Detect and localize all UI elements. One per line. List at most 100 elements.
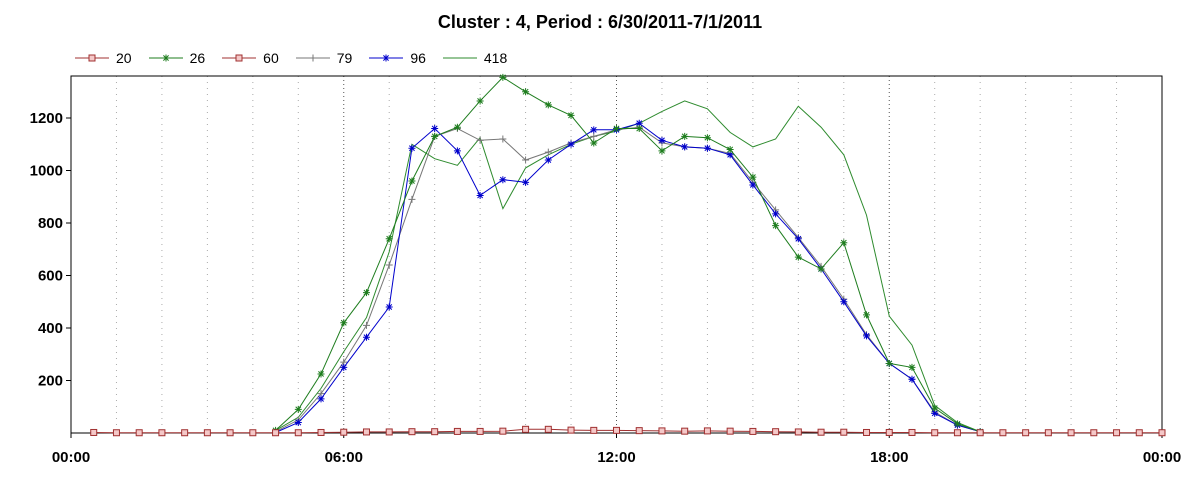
data-point bbox=[522, 425, 530, 433]
data-point bbox=[885, 359, 893, 367]
series-line-79 bbox=[275, 126, 981, 433]
data-point bbox=[749, 173, 757, 181]
y-tick-label: 400 bbox=[38, 320, 63, 337]
legend-item-96: 96 bbox=[368, 50, 426, 66]
legend-label: 20 bbox=[116, 50, 132, 66]
data-point bbox=[567, 111, 575, 119]
data-point bbox=[499, 176, 507, 184]
legend-swatch bbox=[295, 54, 330, 62]
data-point bbox=[817, 265, 825, 273]
data-point bbox=[749, 181, 757, 189]
data-point bbox=[817, 428, 825, 436]
y-tick-label: 200 bbox=[38, 373, 63, 390]
data-point bbox=[431, 125, 439, 132]
data-point bbox=[88, 54, 96, 62]
data-point bbox=[408, 195, 416, 203]
data-point bbox=[90, 428, 98, 436]
data-point bbox=[249, 429, 257, 437]
data-point bbox=[317, 395, 325, 403]
data-point bbox=[499, 427, 507, 435]
y-tick-label: 1000 bbox=[30, 163, 63, 180]
chart-title: Cluster : 4, Period : 6/30/2011-7/1/2011 bbox=[437, 12, 763, 32]
data-point bbox=[340, 319, 348, 327]
data-point bbox=[309, 54, 317, 62]
data-point bbox=[317, 370, 325, 378]
data-point bbox=[162, 54, 170, 62]
legend-label: 60 bbox=[263, 50, 279, 66]
data-point bbox=[794, 428, 802, 436]
data-point bbox=[908, 375, 916, 383]
legend-swatch bbox=[222, 54, 257, 62]
legend: 20 26 60 79 96 418 bbox=[74, 48, 523, 68]
legend-item-26: 26 bbox=[148, 50, 205, 66]
legend-item-60: 60 bbox=[221, 50, 279, 66]
data-point bbox=[362, 333, 370, 341]
series-96 bbox=[272, 119, 984, 436]
x-tick-label: 06:00 bbox=[325, 449, 363, 466]
data-point bbox=[408, 144, 416, 152]
data-point bbox=[1158, 429, 1166, 437]
series-418 bbox=[275, 100, 981, 433]
data-point bbox=[1113, 429, 1121, 437]
data-point bbox=[1067, 429, 1075, 437]
series-line-96 bbox=[275, 122, 981, 433]
data-point bbox=[794, 235, 802, 243]
data-point bbox=[908, 363, 916, 371]
legend-label: 79 bbox=[336, 50, 353, 66]
data-point bbox=[590, 139, 598, 147]
data-point bbox=[385, 303, 393, 311]
data-point bbox=[772, 222, 780, 230]
data-point bbox=[340, 428, 348, 436]
data-point bbox=[840, 298, 848, 306]
data-point bbox=[749, 427, 757, 435]
data-point bbox=[476, 427, 484, 435]
data-point bbox=[522, 88, 530, 96]
data-point bbox=[772, 428, 780, 436]
data-point bbox=[294, 429, 302, 437]
data-point bbox=[408, 177, 416, 185]
data-point bbox=[567, 140, 575, 148]
data-point bbox=[635, 427, 643, 435]
data-point bbox=[703, 427, 711, 435]
legend-swatch bbox=[75, 54, 109, 62]
data-point bbox=[431, 132, 439, 140]
legend-swatch bbox=[148, 54, 183, 62]
data-point bbox=[590, 126, 598, 134]
data-point bbox=[1090, 429, 1098, 437]
data-point bbox=[681, 132, 689, 140]
data-point bbox=[453, 427, 461, 435]
data-point bbox=[235, 54, 243, 62]
data-point bbox=[340, 363, 348, 371]
x-tick-label: 00:00 bbox=[52, 449, 90, 466]
data-point bbox=[226, 429, 234, 437]
data-point bbox=[863, 332, 871, 340]
data-point bbox=[385, 261, 393, 269]
data-point bbox=[476, 97, 484, 105]
data-point bbox=[181, 429, 189, 437]
data-point bbox=[703, 144, 711, 152]
y-tick-label: 600 bbox=[38, 268, 63, 285]
data-point bbox=[453, 123, 461, 131]
data-point bbox=[726, 146, 734, 153]
data-point bbox=[476, 136, 484, 144]
y-tick-label: 1200 bbox=[30, 110, 63, 127]
data-point bbox=[453, 147, 461, 155]
data-point bbox=[613, 426, 620, 434]
data-point bbox=[885, 428, 893, 436]
data-point bbox=[567, 426, 575, 434]
data-point bbox=[544, 156, 552, 164]
data-point bbox=[772, 210, 780, 218]
data-point bbox=[317, 428, 325, 436]
data-point bbox=[590, 426, 598, 434]
data-point bbox=[840, 428, 848, 436]
legend-label: 96 bbox=[410, 50, 426, 66]
legend-label: 418 bbox=[483, 50, 508, 66]
data-point bbox=[635, 119, 643, 127]
data-point bbox=[635, 125, 643, 132]
y-tick-label: 800 bbox=[38, 215, 63, 232]
data-point bbox=[681, 143, 689, 151]
data-point bbox=[840, 239, 848, 247]
data-point bbox=[544, 101, 552, 109]
data-point bbox=[362, 428, 370, 436]
data-point bbox=[658, 136, 666, 144]
